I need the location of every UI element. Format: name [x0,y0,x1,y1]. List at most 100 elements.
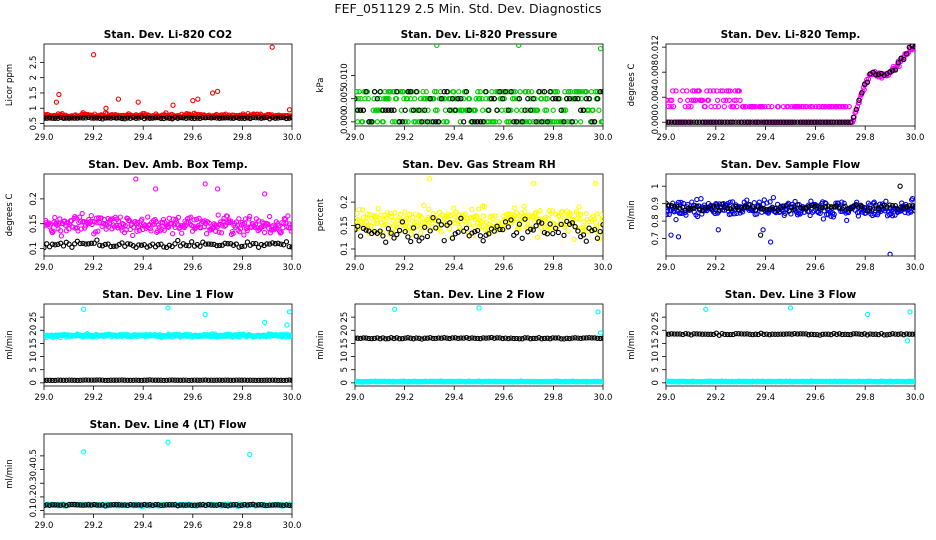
data-point-primary [887,251,893,256]
data-point-secondary [130,377,136,383]
data-point-secondary [536,335,542,341]
data-point-secondary [491,335,497,341]
data-point-secondary [806,204,812,210]
data-point-secondary [789,119,795,125]
data-point-secondary [91,501,97,508]
data-point-secondary [708,331,714,337]
data-point-secondary [719,119,725,125]
data-point-primary [220,218,226,224]
data-point-secondary [289,377,292,383]
data-point-secondary [680,331,686,338]
series-points [355,44,603,125]
data-point-primary [485,222,492,228]
data-point-primary [530,180,537,187]
data-point-secondary [878,330,885,337]
data-point-primary [570,217,576,223]
data-point-secondary [241,115,248,122]
data-point-primary [804,103,810,110]
data-point-secondary [283,377,290,383]
series-points [355,305,603,385]
y-tick-label: 5 [29,367,39,372]
data-point-secondary [58,377,64,383]
data-point-secondary [258,501,264,508]
x-tick-label: 29.6 [183,521,202,531]
data-point-secondary [472,228,478,235]
data-point-secondary [152,377,159,383]
y-tick-label: 10 [651,351,661,362]
data-point-secondary [750,204,756,210]
data-point-secondary [202,241,209,247]
data-point-secondary [97,377,103,383]
data-point-primary [179,230,185,236]
data-point-primary [514,210,520,216]
data-point-primary [288,332,292,338]
data-point-secondary [909,203,915,209]
data-point-secondary [241,501,248,508]
data-point-secondary [91,240,97,246]
data-point-secondary [253,502,259,508]
data-point-secondary [502,89,509,95]
data-point-secondary [202,502,209,509]
data-point-secondary [74,377,81,384]
data-point-secondary [46,377,53,383]
data-point-secondary [272,377,278,383]
data-point-primary [170,216,177,222]
plot-frame [665,303,916,387]
data-point-primary [237,229,243,235]
data-point-secondary [527,226,534,232]
x-tick-label: 29.0 [657,263,676,273]
data-point-secondary [289,244,292,250]
data-point-primary [209,225,216,231]
data-point-primary [670,88,676,94]
data-point-secondary [912,44,915,50]
data-point-secondary [430,335,436,342]
data-point-primary [506,211,512,217]
data-point-primary [224,213,230,219]
data-point-primary [544,96,551,102]
data-point-secondary [183,115,189,121]
data-point-secondary [449,235,456,241]
data-point-primary [451,205,457,212]
data-point-secondary [842,119,848,125]
x-tick-label: 29.4 [756,133,775,143]
data-point-primary [563,221,570,227]
x-tick-label: 29.4 [445,133,464,143]
data-point-secondary [497,335,503,341]
data-point-secondary [834,203,840,209]
y-axis-label: percent [316,198,326,231]
data-point-primary [442,107,449,113]
data-point-primary [359,207,366,213]
data-point-secondary [205,377,212,383]
data-point-secondary [834,119,840,125]
data-point-secondary [155,502,161,508]
data-point-secondary [569,335,575,341]
data-point-secondary [831,119,837,125]
x-tick-label: 29.8 [233,521,252,531]
data-point-primary [47,222,54,228]
data-point-primary [175,214,182,221]
data-point-secondary [778,331,784,337]
data-point-primary [130,224,137,230]
data-point-secondary [666,202,672,208]
data-point-primary [511,205,517,211]
data-point-primary [136,227,143,234]
data-point-secondary [889,202,896,209]
data-point-secondary [797,204,803,211]
data-point-primary [214,88,221,95]
data-point-primary [188,214,194,220]
data-point-primary [281,215,288,222]
data-point-secondary [433,119,439,125]
data-point-primary [568,211,574,218]
y-tick-label: 0.2 [29,490,39,504]
data-point-secondary [166,377,173,383]
data-point-secondary [530,227,536,233]
data-point-primary [563,213,569,219]
data-point-secondary [875,71,882,77]
data-point-secondary [388,230,394,236]
data-point-primary [417,96,424,102]
data-point-secondary [200,377,206,383]
data-point-secondary [258,241,264,248]
data-point-secondary [897,183,903,189]
data-point-primary [407,221,414,227]
data-point-primary [682,103,688,110]
